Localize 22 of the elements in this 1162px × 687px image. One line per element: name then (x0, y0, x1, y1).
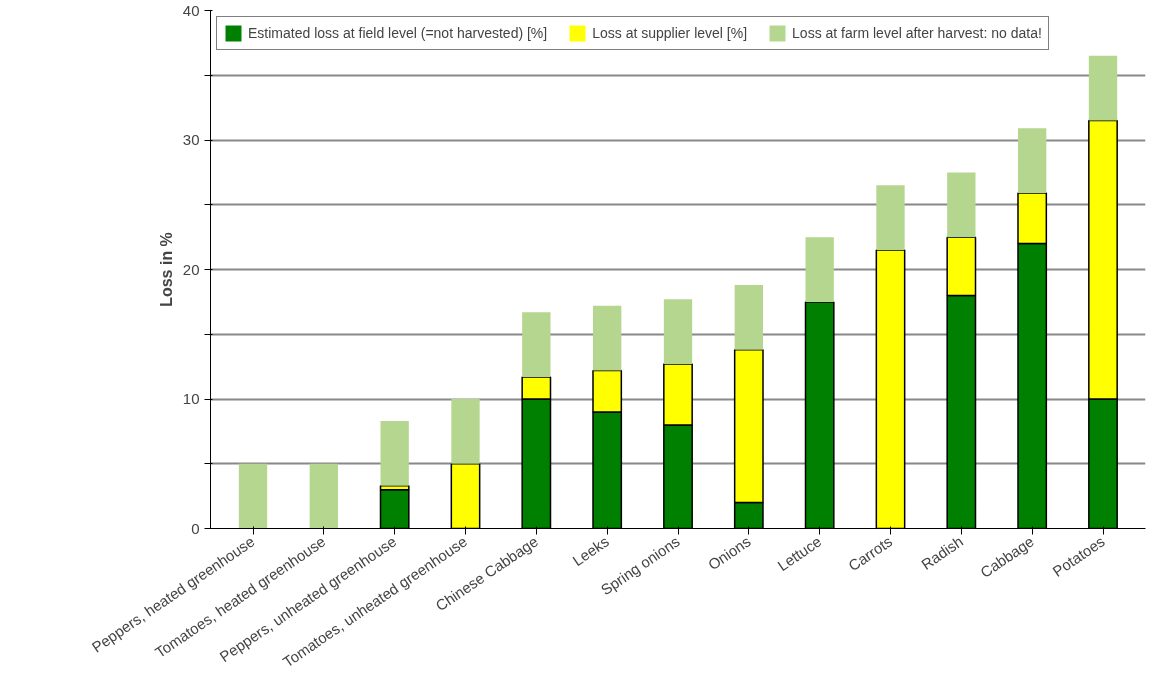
bar (947, 172, 976, 238)
y-tick-label: 10 (182, 390, 200, 407)
bar (522, 312, 551, 377)
bar (734, 285, 763, 350)
y-tick-label: 40 (182, 1, 200, 19)
bar (309, 463, 338, 529)
bar (805, 237, 834, 302)
legend-label: Estimated loss at field level (=not harvested) [%] (248, 25, 548, 41)
legend-label: Loss at farm level after harvest: no data! (792, 25, 1042, 41)
bar (593, 305, 622, 371)
y-tick-label: 20 (182, 260, 200, 278)
bar (1018, 128, 1047, 194)
y-tick-label: 0 (191, 519, 200, 537)
bar (663, 299, 693, 365)
legend-label: Loss at supplier level [%] (592, 25, 748, 41)
y-axis-title: Loss in % (157, 232, 175, 307)
bar (451, 399, 480, 464)
bar (876, 185, 905, 251)
bar (238, 463, 268, 529)
bar (380, 421, 409, 486)
bar (1088, 55, 1118, 121)
y-tick-label: 30 (182, 131, 200, 148)
